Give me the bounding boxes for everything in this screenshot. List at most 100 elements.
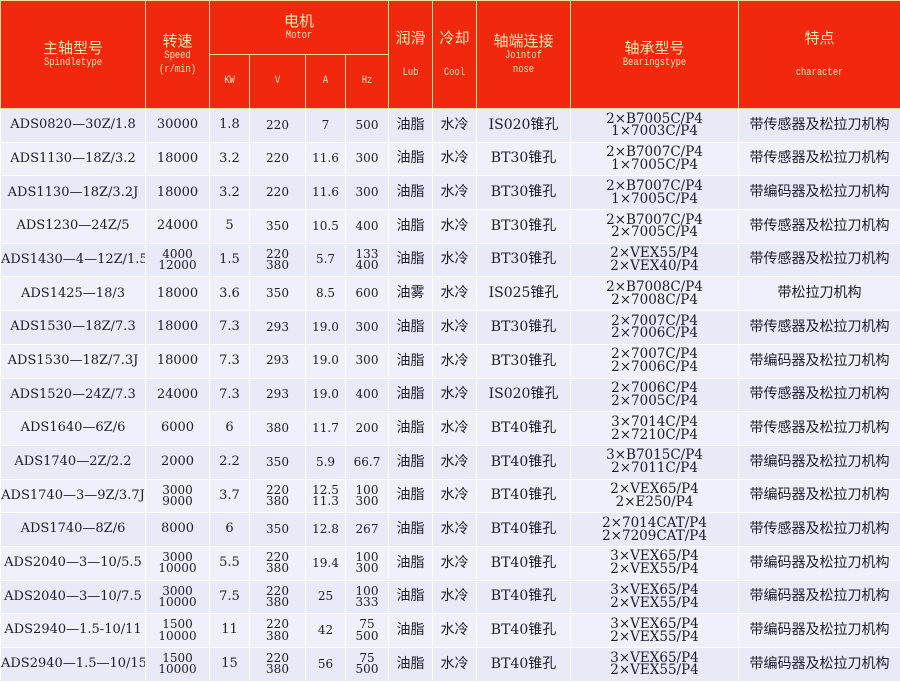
cell-frequency: 100 333 <box>344 579 390 615</box>
cell-frequency: 100 300 <box>344 545 390 581</box>
cell-voltage: 350 <box>249 276 306 312</box>
cell-joint: IS020锥孔 <box>476 108 572 143</box>
cell-power-kw: 6 <box>209 411 250 446</box>
cell-frequency: 400 <box>344 209 390 244</box>
cell-current: 19.0 <box>305 377 346 413</box>
header-hz: Hz <box>344 54 390 109</box>
cell-lubrication: 油脂 <box>388 343 434 379</box>
cell-model: ADS1130—18Z/3.2 <box>0 141 146 177</box>
cell-power-kw: 3.7 <box>209 478 250 514</box>
table-row: ADS1230—24Z/5 24000 5 350 10.5 400 油脂 水冷 BT30锥孔 2… <box>0 209 900 244</box>
cell-bearing: 3×VEX65/P4 2×VEX55/P4 <box>570 579 740 615</box>
table-row: ADS1530—18Z/7.3 18000 7.3 293 19.0 300 油脂 水冷 BT3… <box>0 310 900 345</box>
cell-cooling: 水冷 <box>432 512 478 547</box>
header-model: 主轴型号 Spindletype <box>0 0 146 109</box>
cell-character: 带传感器及松拉刀机构 <box>738 411 900 446</box>
cell-model: ADS1520—24Z/7.3 <box>0 377 146 413</box>
cell-cooling: 水冷 <box>432 579 478 615</box>
cell-model: ADS1740—2Z/2.2 <box>0 444 146 480</box>
cell-speed: 24000 <box>145 377 210 413</box>
cell-joint: BT40锥孔 <box>476 579 572 615</box>
cell-bearing: 2×VEX55/P4 2×VEX40/P4 <box>570 242 740 278</box>
cell-current: 19.0 <box>305 310 346 345</box>
cell-speed: 24000 <box>145 209 210 244</box>
cell-bearing: 2×B7007C/P4 1×7005C/P4 <box>570 141 740 177</box>
cell-power-kw: 7.3 <box>209 310 250 345</box>
cell-frequency: 75 500 <box>344 647 390 682</box>
cell-power-kw: 1.8 <box>209 108 250 143</box>
table-row: ADS1740—2Z/2.2 2000 2.2 350 5.9 66.7 油脂 水冷 BT40锥… <box>0 444 900 480</box>
cell-frequency: 300 <box>344 310 390 345</box>
cell-model: ADS2940—1.5—10/15 <box>0 647 146 682</box>
cell-joint: BT40锥孔 <box>476 512 572 547</box>
cell-frequency: 400 <box>344 377 390 413</box>
cell-lubrication: 油脂 <box>388 512 434 547</box>
cell-cooling: 水冷 <box>432 647 478 682</box>
cell-lubrication: 油脂 <box>388 478 434 514</box>
header-speed: 转速 Speed (r/min) <box>145 0 210 109</box>
cell-cooling: 水冷 <box>432 141 478 177</box>
cell-character: 带编码器及松拉刀机构 <box>738 545 900 581</box>
cell-current: 25 <box>305 579 346 615</box>
cell-bearing: 3×VEX65/P4 2×VEX55/P4 <box>570 613 740 648</box>
cell-bearing: 2×VEX65/P4 2×E250/P4 <box>570 478 740 514</box>
cell-power-kw: 7.3 <box>209 343 250 379</box>
cell-voltage: 220 <box>249 108 306 143</box>
cell-voltage: 350 <box>249 444 306 480</box>
cell-joint: BT30锥孔 <box>476 209 572 244</box>
cell-power-kw: 1.5 <box>209 242 250 278</box>
cell-speed: 6000 <box>145 411 210 446</box>
cell-bearing: 2×B7005C/P4 1×7003C/P4 <box>570 108 740 143</box>
cell-speed: 18000 <box>145 141 210 177</box>
cell-current: 42 <box>305 613 346 648</box>
cell-character: 带传感器及松拉刀机构 <box>738 512 900 547</box>
cell-current: 12.5 11.3 <box>305 478 346 514</box>
cell-cooling: 水冷 <box>432 108 478 143</box>
cell-frequency: 200 <box>344 411 390 446</box>
cell-bearing: 3×B7015C/P4 2×7011C/P4 <box>570 444 740 480</box>
cell-current: 56 <box>305 647 346 682</box>
cell-frequency: 267 <box>344 512 390 547</box>
cell-speed: 3000 10000 <box>145 579 210 615</box>
cell-power-kw: 5 <box>209 209 250 244</box>
cell-character: 带传感器及松拉刀机构 <box>738 141 900 177</box>
table-row: ADS2040—3—10/5.5 3000 10000 5.5 220 380 19.4… <box>0 545 900 581</box>
cell-character: 带传感器及松拉刀机构 <box>738 108 900 143</box>
cell-model: ADS1740—3—9Z/3.7J <box>0 478 146 514</box>
cell-lubrication: 油脂 <box>388 242 434 278</box>
header-character: 特点 character <box>738 0 900 109</box>
cell-power-kw: 3.2 <box>209 175 250 211</box>
cell-cooling: 水冷 <box>432 209 478 244</box>
cell-current: 19.0 <box>305 343 346 379</box>
table-row: ADS2940—1.5—10/15 1500 10000 15 220 380 56 75… <box>0 647 900 682</box>
cell-lubrication: 油脂 <box>388 310 434 345</box>
cell-current: 5.9 <box>305 444 346 480</box>
cell-joint: BT40锥孔 <box>476 411 572 446</box>
cell-model: ADS1430—4—12Z/1.5 <box>0 242 146 278</box>
cell-lubrication: 油脂 <box>388 377 434 413</box>
cell-voltage: 293 <box>249 343 306 379</box>
cell-frequency: 300 <box>344 343 390 379</box>
cell-speed: 2000 <box>145 444 210 480</box>
cell-lubrication: 油脂 <box>388 545 434 581</box>
table-row: ADS1430—4—12Z/1.5 4000 12000 1.5 220 380 5.7… <box>0 242 900 278</box>
cell-voltage: 220 <box>249 175 306 211</box>
cell-joint: BT30锥孔 <box>476 242 572 278</box>
cell-character: 带编码器及松拉刀机构 <box>738 613 900 648</box>
cell-model: ADS1425—18/3 <box>0 276 146 312</box>
cell-current: 11.6 <box>305 141 346 177</box>
cell-bearing: 2×B7008C/P4 2×7008C/P4 <box>570 276 740 312</box>
cell-bearing: 2×7007C/P4 2×7006C/P4 <box>570 310 740 345</box>
cell-model: ADS0820—30Z/1.8 <box>0 108 146 143</box>
cell-character: 带编码器及松拉刀机构 <box>738 175 900 211</box>
cell-bearing: 2×B7007C/P4 1×7005C/P4 <box>570 175 740 211</box>
cell-frequency: 300 <box>344 175 390 211</box>
cell-voltage: 380 <box>249 411 306 446</box>
cell-power-kw: 7.3 <box>209 377 250 413</box>
cell-frequency: 300 <box>344 141 390 177</box>
cell-current: 11.7 <box>305 411 346 446</box>
cell-speed: 18000 <box>145 310 210 345</box>
cell-voltage: 220 380 <box>249 647 306 682</box>
cell-joint: BT40锥孔 <box>476 647 572 682</box>
cell-speed: 3000 9000 <box>145 478 210 514</box>
